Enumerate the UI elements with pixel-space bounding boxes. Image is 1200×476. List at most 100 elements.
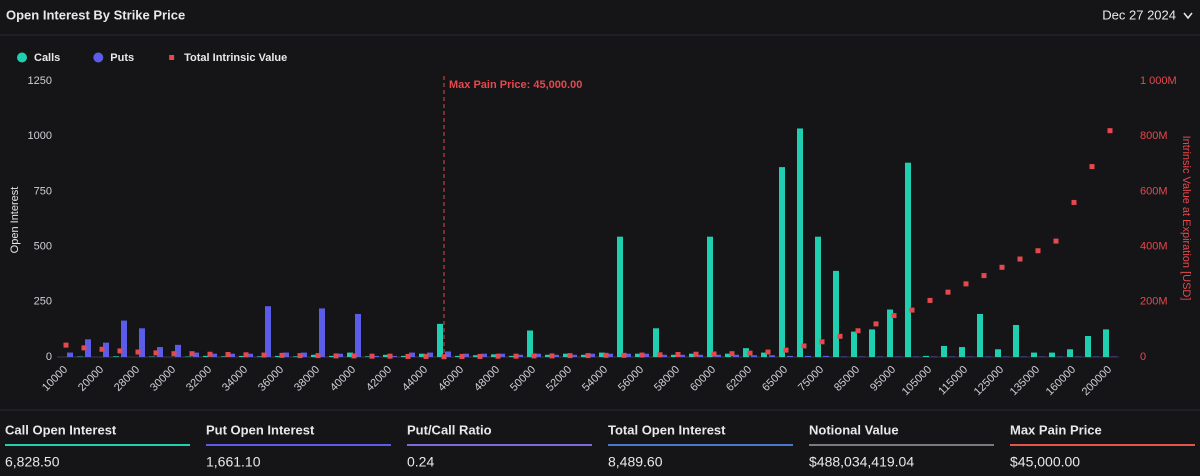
legend-marker[interactable] [17,52,27,63]
legend-label[interactable]: Calls [34,52,60,64]
bar [203,355,209,357]
intrinsic-point [729,351,735,357]
max-pain-annotation: Max Pain Price: 45,000.00 [449,79,582,91]
intrinsic-point [675,352,681,358]
intrinsic-point [765,349,771,355]
bar [455,355,461,357]
bar [599,352,605,357]
bar [283,352,289,357]
intrinsic-point [423,353,429,359]
intrinsic-point [513,353,519,359]
bar [769,355,775,357]
bar [635,353,641,357]
bar [733,354,739,357]
bar [625,353,631,357]
bar [193,352,199,357]
stat-value: 0.24 [407,454,434,470]
intrinsic-point [531,353,537,359]
bar [1049,352,1055,357]
bar [121,320,127,357]
intrinsic-point [567,353,573,359]
bar [823,355,829,357]
intrinsic-point [243,352,249,358]
bar [401,355,407,357]
bar [607,353,613,357]
intrinsic-point [747,350,753,356]
intrinsic-point [1035,248,1041,254]
stat-label: Put Open Interest [206,422,315,437]
legend-label[interactable]: Puts [110,52,134,64]
y-tick-label: 1000 [28,130,52,142]
y2-tick-label: 200M [1140,296,1168,308]
bar [743,348,749,357]
legend-marker[interactable] [93,52,104,63]
date-dropdown[interactable]: Dec 27 2024 [1102,7,1193,22]
bar [923,355,929,357]
bar [481,353,487,357]
bar [725,353,731,357]
intrinsic-point [603,352,609,358]
bar [1085,336,1091,357]
intrinsic-point [189,351,195,357]
bar [175,344,181,357]
y2-tick-label: 400M [1140,241,1168,253]
intrinsic-point [207,351,213,357]
intrinsic-point [1017,256,1023,262]
bar [67,352,73,357]
bar [707,236,713,357]
y2-axis-label: Intrinsic Value at Expiration [USD] [1180,136,1192,301]
intrinsic-point [981,273,987,279]
bar [409,352,415,357]
bar [221,356,227,357]
intrinsic-point [927,297,933,303]
bar [257,356,263,357]
stat-value: 6,828.50 [5,454,60,470]
intrinsic-point [657,352,663,358]
bar [959,347,965,357]
intrinsic-point [585,353,591,359]
legend-label[interactable]: Total Intrinsic Value [184,52,287,64]
bar [797,128,803,357]
intrinsic-point [315,353,321,359]
bar [761,352,767,357]
bar [373,355,379,357]
bar [545,354,551,357]
bar [419,353,425,357]
bar [671,354,677,357]
date-label[interactable]: Dec 27 2024 [1102,7,1176,22]
bar [689,353,695,357]
bar [85,339,91,357]
stat-value: 1,661.10 [206,454,261,470]
bar [517,354,523,357]
intrinsic-point [693,351,699,357]
bar [383,354,389,357]
intrinsic-point [1107,128,1113,134]
bar [995,349,1001,357]
intrinsic-point [135,349,141,355]
legend-marker[interactable] [169,55,175,60]
bar [905,162,911,357]
bar [113,356,119,357]
bar [977,313,983,357]
bar [715,354,721,357]
intrinsic-point [639,352,645,358]
bar [319,308,325,357]
stat-label: Put/Call Ratio [407,422,492,437]
intrinsic-point [369,353,375,359]
bar [787,355,793,357]
intrinsic-point [459,353,465,359]
y2-tick-label: 0 [1140,351,1146,363]
y-tick-label: 750 [34,185,52,197]
bar [941,345,947,357]
bar [473,355,479,357]
bar [653,328,659,357]
dropdown-chevron[interactable] [1183,12,1193,20]
bar [617,236,623,357]
bar [365,356,371,357]
intrinsic-point [333,353,339,359]
intrinsic-point [477,353,483,359]
intrinsic-point [279,352,285,358]
bar [527,330,533,357]
stat-label: Notional Value [809,422,899,437]
